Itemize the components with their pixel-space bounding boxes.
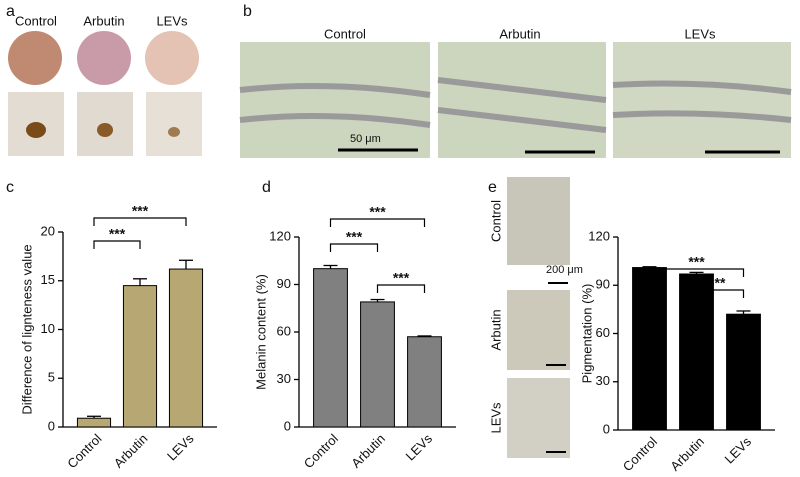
panel-b-images (239, 42, 792, 158)
y-tick-label: 60 (596, 325, 610, 340)
column-label: Arbutin (499, 26, 540, 41)
y-tick-label: 0 (284, 418, 291, 433)
panel-label: a (6, 3, 15, 20)
panel-a-images (8, 31, 202, 156)
column-label: Arbutin (83, 13, 124, 28)
bar (76, 417, 112, 428)
significance-bracket (695, 289, 745, 298)
significance-bracket (93, 217, 187, 226)
bar (122, 285, 158, 428)
significance-bracket (648, 268, 745, 277)
y-tick-label: 0 (603, 421, 610, 436)
column-label: Control (15, 13, 57, 28)
x-tick-label: LEVs (164, 431, 197, 464)
y-tick-label: 120 (269, 228, 291, 243)
x-tick-label: LEVs (721, 434, 754, 467)
x-tick-label: Arbutin (111, 431, 151, 471)
bar (360, 301, 395, 428)
column-label: LEVs (684, 26, 716, 41)
significance-label: *** (132, 203, 149, 219)
y-tick-label: 15 (41, 272, 55, 287)
row-label: LEVs (488, 402, 503, 434)
bar (407, 336, 442, 428)
y-tick-label: 30 (596, 373, 610, 388)
y-tick-label: 10 (41, 321, 55, 336)
y-axis-label: Melanin content (%) (253, 274, 268, 390)
y-tick-label: 90 (596, 277, 610, 292)
y-axis-label: Difference of lignteness value (19, 244, 34, 414)
y-tick-label: 120 (588, 228, 610, 243)
significance-label: *** (346, 229, 363, 245)
y-tick-label: 0 (48, 418, 55, 433)
x-tick-label: Control (301, 431, 341, 471)
panel-label: b (243, 3, 252, 20)
significance-bracket (329, 218, 426, 227)
significance-label: ** (715, 275, 726, 291)
y-tick-label: 30 (277, 371, 291, 386)
x-tick-label: Control (64, 431, 104, 471)
x-tick-label: Arbutin (667, 434, 707, 474)
row-label: Control (488, 200, 503, 242)
y-axis-label: Pigmentation (%) (579, 284, 594, 384)
panel-label: d (262, 179, 271, 196)
panel-e-images (507, 177, 570, 458)
significance-bracket (329, 243, 379, 252)
significance-bracket (93, 240, 141, 249)
y-tick-label: 5 (48, 370, 55, 385)
significance-label: *** (369, 204, 386, 220)
significance-label: *** (393, 270, 410, 286)
significance-label: *** (109, 226, 126, 242)
bar (313, 268, 348, 428)
significance-bracket (376, 284, 426, 293)
panel-label: e (488, 179, 497, 196)
significance-label: *** (688, 254, 705, 270)
column-label: Control (324, 26, 366, 41)
row-label: Arbutin (488, 309, 503, 350)
y-tick-label: 90 (277, 276, 291, 291)
x-tick-label: LEVs (402, 431, 435, 464)
bar (679, 273, 714, 431)
x-tick-label: Control (620, 434, 660, 474)
y-tick-label: 60 (277, 323, 291, 338)
scale-label: 200 μm (546, 264, 583, 276)
scale-label: 50 μm (350, 133, 381, 145)
panel-label: c (6, 179, 14, 196)
column-label: LEVs (156, 13, 188, 28)
y-tick-label: 20 (41, 223, 55, 238)
bar (632, 267, 667, 431)
bar (168, 268, 204, 428)
x-tick-label: Arbutin (348, 431, 388, 471)
bar (726, 313, 761, 431)
